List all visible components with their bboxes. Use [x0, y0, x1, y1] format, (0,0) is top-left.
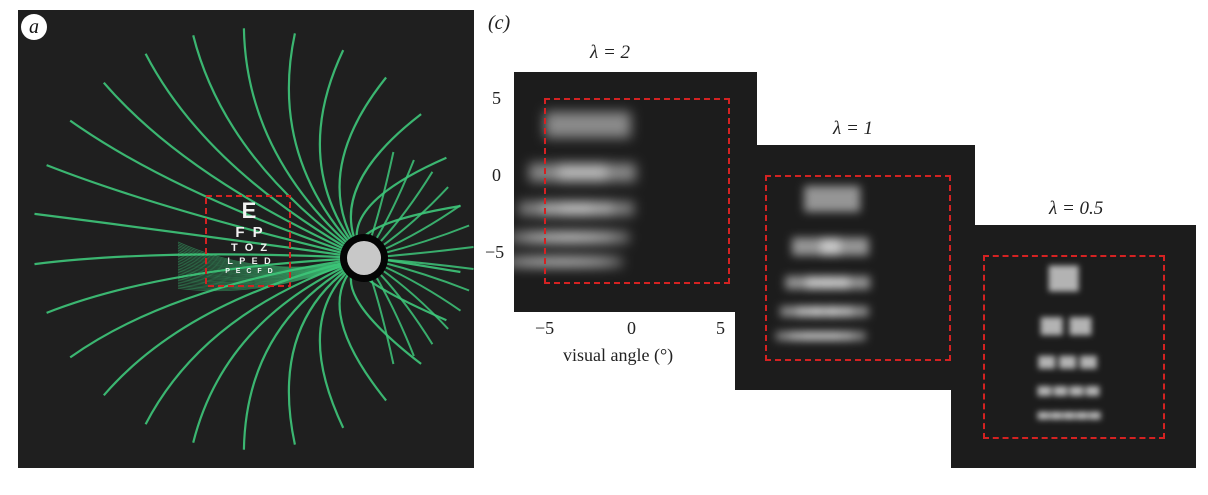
blurred-letter — [1088, 411, 1101, 420]
axon-fiber-path — [144, 53, 365, 259]
blurred-letters-lambda-1 — [776, 185, 870, 340]
blurred-letter — [1069, 386, 1084, 397]
blurred-percept-lambda-2 — [514, 72, 757, 312]
dashed-region-box — [983, 255, 1165, 439]
blurred-letter — [1053, 386, 1068, 397]
blurred-percept-lambda-1 — [735, 145, 975, 390]
eye-chart-row-3: T O Z — [230, 242, 270, 254]
axon-fiber-path — [242, 257, 365, 450]
panel-c-label: (c) — [488, 12, 511, 34]
blurred-letter — [560, 202, 634, 216]
eye-chart-row-4: L P E D — [227, 256, 273, 266]
blurred-letters-lambda-0-5 — [1037, 265, 1101, 420]
blurred-letter — [1048, 265, 1079, 292]
dashed-region-box — [544, 98, 730, 284]
x-axis-title: visual angle (°) — [563, 345, 674, 365]
x-tick-0: 0 — [627, 318, 636, 338]
blurred-letter — [1063, 411, 1076, 420]
axon-fiber-path — [192, 256, 365, 443]
axon-fiber-path — [242, 28, 365, 259]
blurred-letter — [544, 111, 631, 138]
panel-a-label-text: a — [29, 16, 39, 38]
axon-fiber-path — [338, 76, 387, 259]
axon-fiber-path — [69, 256, 365, 359]
blurred-letter — [558, 232, 629, 243]
panel-a-fiber-map: a E F P T O Z L P E D P E C F D — [18, 10, 474, 468]
eye-chart-row-1: E — [241, 198, 259, 223]
blurred-letter — [553, 257, 622, 266]
eye-chart-row-2: F P — [235, 224, 265, 241]
blurred-letter — [1079, 355, 1097, 369]
x-tick-5: 5 — [716, 318, 725, 338]
axon-fiber-path — [102, 81, 365, 260]
blurred-letter — [1040, 317, 1063, 336]
axon-fiber-path — [287, 257, 365, 445]
blurred-letter — [1050, 411, 1063, 420]
axon-fiber-path — [192, 35, 365, 259]
axon-fiber-path — [318, 49, 365, 259]
optic-disc — [347, 241, 381, 275]
y-tick-5: 5 — [492, 88, 501, 108]
blurred-letter — [1085, 386, 1100, 397]
blurred-letter — [828, 306, 869, 317]
axon-fiber-path — [46, 164, 365, 260]
x-tick-neg5: −5 — [535, 318, 555, 338]
axon-fiber-path — [34, 212, 365, 260]
eye-chart-row-5: P E C F D — [225, 268, 275, 275]
lambda-label-2: λ = 2 — [590, 42, 631, 63]
axon-fiber-path — [287, 33, 365, 259]
y-tick-0: 0 — [492, 165, 501, 185]
axon-fiber-path — [318, 257, 365, 429]
blurred-letter — [827, 332, 866, 340]
blurred-letters-lambda-2 — [514, 111, 636, 266]
blurred-letter — [557, 163, 636, 182]
blurred-letter — [804, 185, 861, 212]
blurred-letter — [820, 237, 869, 256]
blurred-letter — [1075, 411, 1088, 420]
blurred-letter — [1037, 386, 1052, 397]
panel-a-label: a — [21, 14, 47, 40]
blurred-letter — [1069, 317, 1092, 336]
blurred-letter — [1059, 355, 1077, 369]
blurred-percept-lambda-0-5 — [951, 225, 1196, 468]
axon-fiber-path — [46, 256, 365, 314]
axon-fiber-path — [69, 119, 365, 260]
y-tick-neg5: −5 — [485, 242, 505, 262]
lambda-label-0-5: λ = 0.5 — [1049, 198, 1104, 219]
eye-chart-dashed-box — [205, 195, 291, 287]
lambda-label-1: λ = 1 — [833, 118, 874, 139]
blurred-letter — [1037, 411, 1050, 420]
axon-fiber-paths — [34, 28, 474, 450]
blurred-letter — [827, 276, 870, 290]
dashed-region-box — [765, 175, 951, 361]
blurred-letter — [1038, 355, 1056, 369]
